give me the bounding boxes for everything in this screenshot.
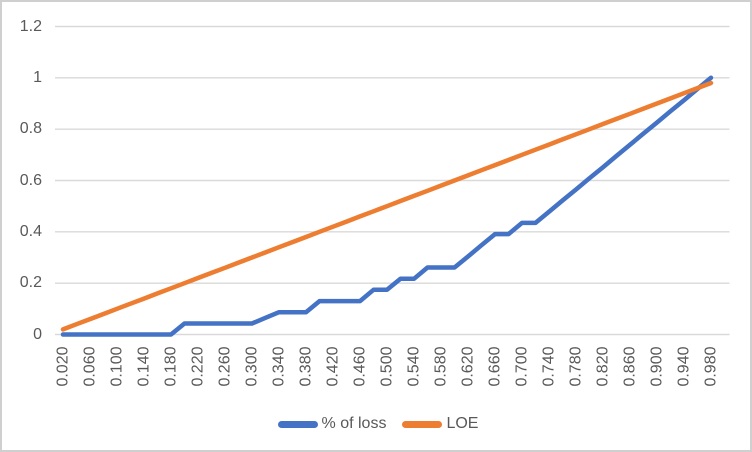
- y-tick-label: 1: [33, 68, 42, 86]
- y-tick-label: 0: [33, 325, 42, 343]
- y-tick-label: 0.4: [19, 222, 42, 240]
- x-tick-label: 0.260: [216, 346, 234, 387]
- x-tick-label: 0.580: [432, 346, 450, 387]
- x-tick-label: 0.420: [324, 346, 342, 387]
- y-tick-label: 0.2: [19, 274, 42, 292]
- x-tick-label: 0.140: [135, 346, 153, 387]
- x-tick-label: 0.740: [540, 346, 558, 387]
- x-tick-label: 0.340: [270, 346, 288, 387]
- x-tick-label: 0.620: [459, 346, 477, 387]
- legend-item-loe: LOE: [402, 415, 478, 433]
- y-tick-label: 1.2: [19, 17, 42, 35]
- x-tick-label: 0.500: [378, 346, 396, 387]
- x-tick-label: 0.380: [297, 346, 315, 387]
- legend: % of loss LOE: [2, 412, 750, 436]
- x-tick-label: 0.860: [621, 346, 639, 387]
- x-tick-label: 0.220: [189, 346, 207, 387]
- x-tick-label: 0.820: [594, 346, 612, 387]
- x-tick-label: 0.060: [81, 346, 99, 387]
- pct-of-loss-line-swatch-icon: [277, 420, 318, 428]
- x-tick-label: 0.900: [648, 346, 666, 387]
- x-tick-label: 0.700: [513, 346, 531, 387]
- x-tick-label: 0.300: [243, 346, 261, 387]
- x-tick-label: 0.540: [405, 346, 423, 387]
- legend-item-pct-of-loss: % of loss: [277, 415, 387, 433]
- y-tick-label: 0.8: [19, 120, 42, 138]
- x-tick-label: 0.660: [486, 346, 504, 387]
- legend-label-loe: LOE: [446, 415, 479, 432]
- legend-label-pct-of-loss: % of loss: [321, 415, 387, 432]
- x-tick-label: 0.180: [162, 346, 180, 387]
- x-tick-label: 0.100: [108, 346, 126, 387]
- x-tick-label: 0.020: [54, 346, 72, 387]
- x-tick-label: 0.980: [702, 346, 720, 387]
- x-tick-label: 0.460: [351, 346, 369, 387]
- y-tick-label: 0.6: [19, 171, 42, 189]
- x-tick-label: 0.940: [675, 346, 693, 387]
- loe-line-swatch-icon: [402, 420, 443, 428]
- x-tick-label: 0.780: [567, 346, 585, 387]
